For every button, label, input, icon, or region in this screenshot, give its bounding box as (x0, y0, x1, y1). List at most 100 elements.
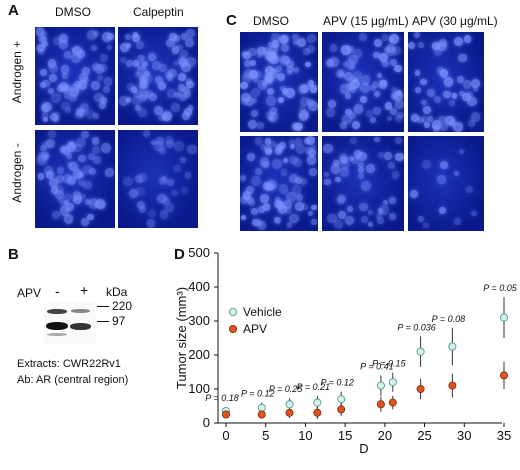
panel-a-col-dmso: DMSO (55, 5, 91, 19)
marker-97-label: 97 (112, 314, 126, 328)
nucleus (293, 39, 299, 45)
nucleus (124, 33, 132, 40)
nucleus (384, 47, 391, 54)
nucleus (338, 152, 349, 163)
nucleus (295, 177, 302, 184)
nucleus (48, 74, 58, 83)
nucleus (373, 38, 382, 47)
apv-point (337, 405, 346, 414)
lane-plus-label: + (80, 282, 89, 298)
nucleus (410, 190, 419, 198)
nucleus (250, 59, 257, 66)
y-axis-label: Tumor size (mm³) (174, 287, 189, 389)
nucleus (264, 138, 272, 145)
nucleus (297, 38, 307, 48)
nucleus (252, 218, 260, 227)
vehicle-point (257, 403, 266, 412)
nucleus (471, 78, 480, 88)
nucleus (37, 44, 46, 53)
nucleus (307, 148, 316, 157)
nucleus (94, 199, 105, 209)
nucleus (59, 40, 68, 49)
nucleus (471, 210, 477, 217)
nucleus (148, 209, 156, 218)
nucleus (266, 51, 277, 62)
nucleus (473, 86, 479, 92)
nucleus (240, 195, 249, 204)
nucleus (325, 107, 336, 118)
nucleus (50, 112, 59, 121)
nucleus (82, 164, 93, 174)
nucleus (61, 101, 71, 111)
nucleus (76, 138, 86, 148)
nucleus (246, 186, 254, 194)
micrograph-a-dmso-androgen-minus (35, 130, 115, 228)
nucleus (178, 84, 186, 92)
nucleus (263, 144, 273, 154)
nucleus (165, 139, 174, 149)
nucleus (378, 152, 384, 158)
nucleus (360, 96, 367, 103)
nucleus (138, 206, 146, 214)
nucleus (93, 30, 99, 37)
vehicle-point (376, 381, 385, 390)
nucleus (186, 56, 197, 67)
marker-220-tick (97, 306, 109, 307)
nucleus (273, 217, 280, 224)
nucleus (392, 90, 403, 101)
nucleus (41, 112, 49, 119)
nucleus (40, 144, 47, 152)
nucleus (373, 51, 380, 59)
nucleus (349, 137, 358, 145)
nucleus (257, 80, 267, 90)
nucleus (278, 96, 285, 104)
nucleus (353, 149, 363, 159)
nucleus (51, 210, 61, 220)
nucleus (262, 182, 272, 191)
vehicle-point (388, 378, 397, 387)
nucleus (298, 112, 308, 121)
nucleus (123, 177, 133, 187)
nucleus (135, 186, 145, 197)
nucleus (299, 104, 307, 113)
nucleus (370, 117, 377, 124)
blot-band-minus-upper (47, 309, 67, 314)
nucleus (134, 105, 141, 112)
nucleus (44, 166, 54, 176)
nucleus (373, 136, 380, 143)
p-value-annotation: P = 0.08 (432, 314, 465, 324)
nucleus (453, 36, 464, 47)
nucleus (443, 77, 454, 87)
y-tick-label: 0 (203, 415, 210, 430)
nucleus (292, 33, 299, 41)
nucleus (310, 218, 318, 226)
nucleus (78, 172, 84, 178)
nucleus (40, 151, 49, 159)
nucleus (292, 157, 302, 168)
panel-c-label: C (226, 12, 237, 29)
nucleus (391, 86, 397, 93)
nucleus (272, 158, 282, 169)
nucleus (348, 55, 358, 65)
nucleus (165, 136, 174, 145)
nucleus (173, 91, 180, 98)
nucleus (270, 68, 278, 75)
nucleus (81, 130, 89, 138)
panel-d-label: D (174, 246, 185, 263)
x-tick-label: 15 (338, 428, 352, 443)
nucleus (91, 80, 100, 90)
nucleus (360, 181, 371, 192)
nucleus (71, 53, 82, 64)
nucleus (167, 178, 174, 186)
nucleus (388, 197, 396, 205)
nucleus (341, 45, 352, 56)
nucleus (170, 102, 180, 112)
nucleus (157, 193, 167, 204)
nucleus (57, 197, 64, 204)
nucleus (98, 102, 106, 110)
nucleus (56, 84, 64, 93)
nucleus (74, 144, 82, 152)
nucleus (418, 42, 425, 49)
nucleus (251, 87, 261, 97)
nucleus (94, 92, 104, 103)
